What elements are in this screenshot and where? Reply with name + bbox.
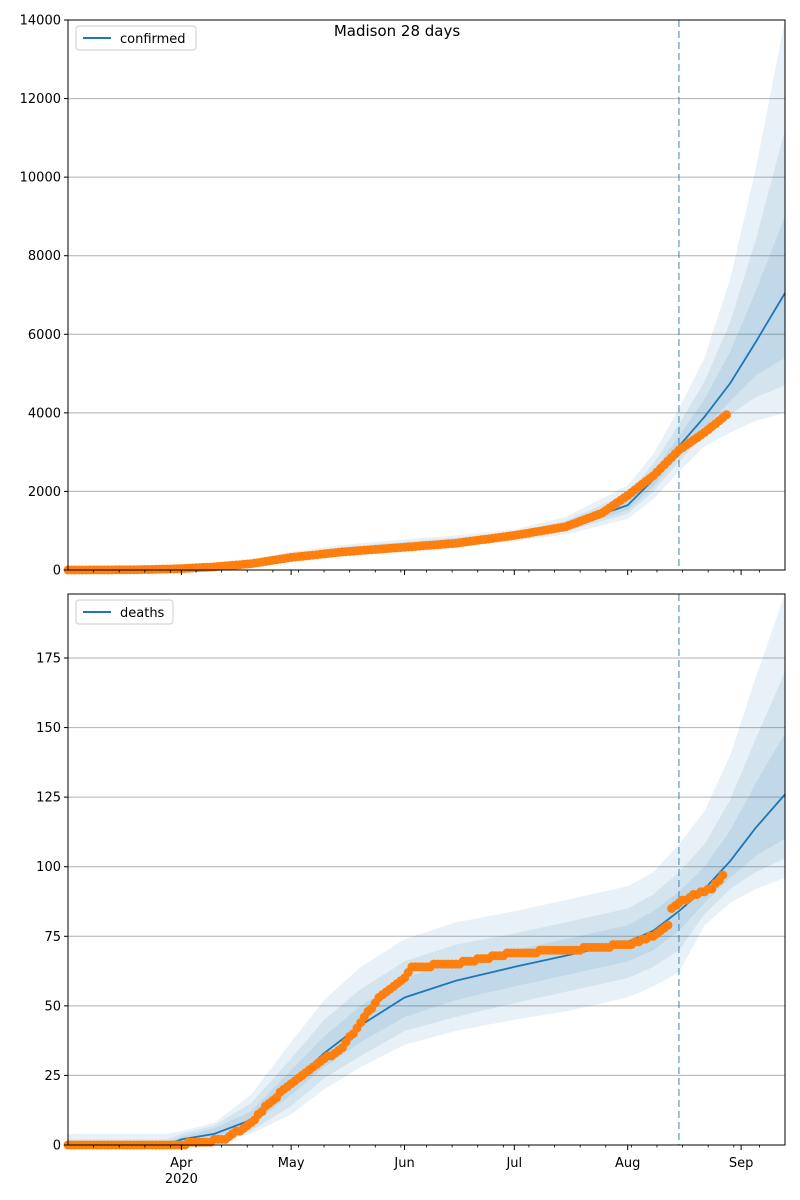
figure-title: Madison 28 days	[334, 22, 461, 40]
deaths-observed-point	[718, 870, 728, 880]
deaths-y-tick-label: 0	[53, 1139, 61, 1154]
confirmed-x-ticks	[93, 570, 760, 575]
deaths-y-tick-label: 125	[36, 791, 61, 806]
deaths-y-tick-label: 175	[36, 652, 61, 667]
confirmed-band-inner	[68, 216, 785, 570]
deaths-bands	[68, 594, 785, 1145]
confirmed-panel: 0 2000 4000 6000 8000 10000 12000 14000 confirm…	[20, 14, 786, 579]
confirmed-legend-label: confirmed	[120, 32, 186, 47]
deaths-y-axis: 0 25 50 75 100 125 150 175	[36, 652, 68, 1154]
confirmed-y-tick-label: 12000	[20, 92, 61, 107]
x-tick-label: Sep	[729, 1156, 754, 1171]
deaths-band-mid	[68, 671, 785, 1145]
deaths-legend-label: deaths	[120, 606, 165, 621]
deaths-observed-points	[63, 870, 728, 1150]
confirmed-legend-box	[75, 25, 197, 51]
deaths-y-tick-label: 25	[44, 1069, 61, 1084]
deaths-legend: deaths	[75, 599, 174, 625]
confirmed-y-tick-label: 8000	[28, 249, 61, 264]
deaths-observed-point	[663, 920, 673, 930]
x-tick-label: Jul	[505, 1156, 522, 1171]
x-tick-label: Jun	[393, 1156, 414, 1171]
confirmed-y-tick-label: 6000	[28, 328, 61, 343]
confirmed-bands	[68, 20, 785, 570]
x-tick-sublabel: 2020	[165, 1172, 198, 1187]
deaths-band-outer	[68, 594, 785, 1145]
deaths-y-tick-label: 75	[44, 930, 61, 945]
x-tick-label: Apr	[170, 1156, 193, 1171]
confirmed-band-outer	[68, 20, 785, 570]
confirmed-plot-frame	[67, 19, 786, 571]
deaths-grid	[68, 657, 785, 1076]
confirmed-y-tick-label: 2000	[28, 485, 61, 500]
deaths-legend-box	[75, 599, 174, 625]
confirmed-legend: confirmed	[75, 25, 197, 51]
deaths-panel: 0 25 50 75 100 125 150 175 deaths	[36, 593, 786, 1154]
confirmed-observed-points	[63, 410, 731, 575]
deaths-y-tick-label: 50	[44, 999, 61, 1014]
confirmed-observed-point	[722, 410, 731, 420]
confirmed-y-tick-label: 4000	[28, 406, 61, 421]
confirmed-y-tick-label: 10000	[20, 171, 61, 186]
confirmed-y-tick-label: 14000	[20, 14, 61, 29]
confirmed-band-mid	[68, 130, 785, 570]
deaths-x-ticks	[93, 1145, 760, 1150]
deaths-y-tick-label: 100	[36, 860, 61, 875]
confirmed-y-tick-label: 0	[53, 564, 61, 579]
x-tick-label: May	[278, 1156, 305, 1171]
confirmed-y-axis: 0 2000 4000 6000 8000 10000 12000 14000	[20, 14, 68, 579]
deaths-y-tick-label: 150	[36, 721, 61, 736]
x-tick-label: Aug	[615, 1156, 640, 1171]
